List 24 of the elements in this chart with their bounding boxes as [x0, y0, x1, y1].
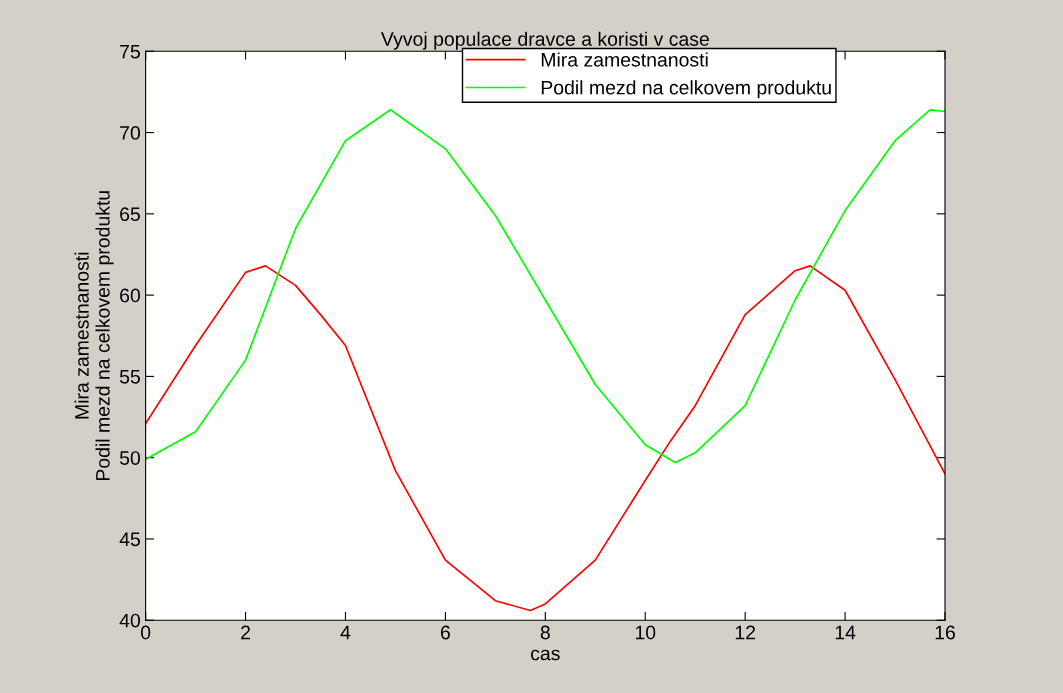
legend-label: Mira zamestnanosti — [541, 52, 708, 67]
y-tick-label: 40 — [119, 613, 141, 628]
line-series — [145, 265, 946, 612]
y-tick-label: 45 — [119, 532, 140, 547]
x-tick-label: 8 — [540, 625, 550, 640]
x-tick-label: 4 — [340, 625, 351, 640]
chart-title: Vyvoj populace dravce a koristi v case — [380, 31, 709, 50]
x-tick-label: 0 — [140, 625, 151, 640]
y-tick-label: 75 — [120, 44, 140, 59]
x-axis-title: cas — [531, 649, 560, 661]
y-tick-label: 65 — [120, 207, 140, 222]
x-tick-label: 14 — [835, 625, 856, 640]
legend-label: Podil mezd na celkovem produktu — [541, 80, 831, 99]
x-tick-label: 16 — [935, 625, 955, 640]
x-tick-label: 10 — [635, 625, 656, 640]
y-axis-title: Mira zamestnanosti Podil mezd na celkovem produktu — [74, 191, 114, 481]
y-tick-label: 60 — [120, 288, 141, 303]
x-tick-label: 6 — [440, 625, 450, 640]
y-tick-label: 50 — [119, 451, 141, 465]
line-series — [145, 108, 946, 464]
x-tick-label: 2 — [241, 625, 250, 640]
x-tick-label: 12 — [735, 625, 755, 640]
y-tick-label: 70 — [120, 126, 141, 140]
y-tick-label: 55 — [119, 370, 140, 384]
